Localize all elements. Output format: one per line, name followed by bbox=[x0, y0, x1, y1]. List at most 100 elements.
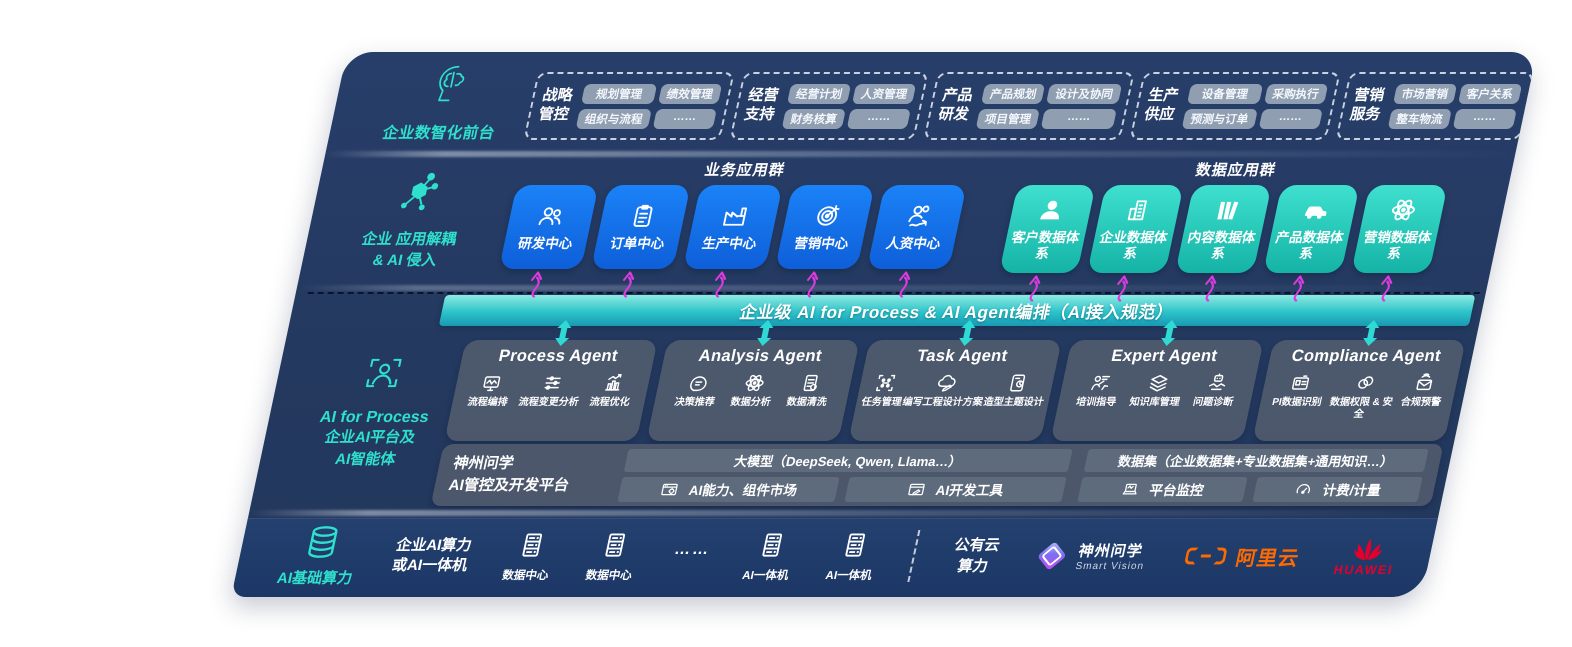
front-group-title: 战略管控 bbox=[536, 87, 575, 123]
app-decoupling-title: 企业 应用解耦 & AI 侵入 bbox=[360, 231, 459, 269]
app-box-marketing-center: 营销中心 bbox=[774, 185, 875, 269]
building-icon bbox=[1122, 196, 1156, 224]
monitor-wave-icon bbox=[478, 372, 505, 394]
app-box-column: 客户数据体系 bbox=[993, 185, 1096, 302]
sliders-icon bbox=[539, 372, 566, 394]
agent-capability: 培训指导 bbox=[1075, 372, 1123, 409]
platform-monitor-cell: 平台监控 bbox=[1077, 476, 1248, 502]
front-group-supply: 生产供应 设备管理 采购执行 预测与订单 …… bbox=[1129, 72, 1341, 140]
curved-arrow-icon bbox=[524, 268, 550, 298]
front-group-title: 营销服务 bbox=[1348, 87, 1387, 123]
data-box-content: 内容数据体系 bbox=[1175, 185, 1272, 273]
ai-capability-market-cell: AI能力、组件市场 bbox=[617, 476, 840, 502]
data-box-marketing: 营销数据体系 bbox=[1351, 185, 1448, 273]
front-pill: …… bbox=[1040, 108, 1117, 129]
front-pill: 设计及协同 bbox=[1046, 83, 1123, 104]
front-pill: 市场营销 bbox=[1392, 83, 1458, 104]
updown-arrow-icon bbox=[754, 320, 778, 346]
front-office-groups: 战略管控 规划管理 绩效管理 组织与流程 …… 经营支持 经营计划 人资管理 财… bbox=[523, 72, 1535, 140]
curved-arrow-icon bbox=[1022, 272, 1048, 302]
aliyun-bracket-icon bbox=[1181, 546, 1229, 566]
data-box-product: 产品数据体系 bbox=[1263, 185, 1360, 273]
updown-arrow-icon bbox=[1360, 320, 1384, 346]
id-card-icon bbox=[1288, 372, 1315, 394]
server-icon bbox=[754, 530, 790, 560]
datacenter-node: 数据中心 bbox=[584, 530, 641, 583]
data-app-group: 数据应用群 客户数据体系 企业数据体系 内容数据体系 bbox=[994, 156, 1453, 302]
front-pill: 经营计划 bbox=[787, 83, 852, 104]
teach-icon bbox=[1087, 372, 1114, 394]
people-icon bbox=[534, 202, 568, 230]
front-office-label: 企业数智化前台 bbox=[362, 62, 529, 143]
app-box-column: 内容数据体系 bbox=[1169, 185, 1272, 302]
front-pill: 客户关系 bbox=[1457, 83, 1523, 104]
app-box-column: 营销中心 bbox=[769, 185, 875, 298]
aliyun-logo: 阿里云 bbox=[1180, 542, 1302, 571]
app-box-production-center: 生产中心 bbox=[682, 185, 783, 269]
agent-capability: 合规预警 bbox=[1400, 372, 1448, 409]
ai-dev-platform-box: 神州问学 AI管控及开发平台 大模型（DeepSeek, Qwen, Llama… bbox=[430, 444, 1444, 506]
server-icon bbox=[837, 530, 873, 560]
people-flow-icon bbox=[902, 202, 936, 230]
app-box-rd-center: 研发中心 bbox=[498, 185, 599, 269]
atom-icon bbox=[1386, 196, 1420, 224]
front-pill: 产品规划 bbox=[981, 83, 1046, 104]
front-pill: 设备管理 bbox=[1187, 83, 1263, 104]
agent-capability: 造型主题设计 bbox=[982, 372, 1050, 409]
front-pill: 绩效管理 bbox=[657, 83, 723, 104]
ai-appliance-node: AI一体机 bbox=[741, 530, 798, 583]
agent-capability: 流程变更分析 bbox=[517, 372, 585, 409]
atom-icon bbox=[741, 372, 768, 394]
agent-capability: 数据分析 bbox=[729, 372, 777, 409]
updown-arrow-icon bbox=[1158, 320, 1182, 346]
datacenter-node: 数据中心 bbox=[501, 530, 558, 583]
gauge-icon bbox=[1292, 480, 1315, 499]
agent-capability: 问题诊断 bbox=[1192, 372, 1240, 409]
database-icon bbox=[301, 524, 345, 560]
ellipsis-label: …… bbox=[672, 541, 713, 558]
front-group-marketing: 营销服务 市场营销 客户关系 整车物流 …… bbox=[1334, 72, 1535, 140]
app-box-column: 企业数据体系 bbox=[1081, 185, 1184, 302]
compliance-agent-box: Compliance Agent PI数据识别 数据权限 & 安全 合规预警 bbox=[1252, 320, 1466, 441]
app-box-column: 营销数据体系 bbox=[1345, 185, 1448, 302]
front-pill: 采购执行 bbox=[1263, 83, 1328, 104]
curved-arrow-icon bbox=[708, 268, 734, 298]
front-pill: 预测与订单 bbox=[1181, 108, 1258, 129]
person-scan-icon bbox=[358, 352, 409, 394]
front-group-operation: 经营支持 经营计划 人资管理 财务核算 …… bbox=[729, 72, 929, 140]
clipboard-icon bbox=[626, 202, 660, 230]
agent-capability: PI数据识别 bbox=[1271, 372, 1328, 409]
analysis-agent-box: Analysis Agent 决策推荐 数据分析 数据清洗 bbox=[646, 320, 860, 441]
large-model-bar: 大模型（DeepSeek, Qwen, Llama…） bbox=[624, 448, 1073, 472]
shenzhou-wenxue-logo: 神州问学 Smart Vision bbox=[1031, 539, 1150, 573]
dashed-divider bbox=[907, 530, 921, 582]
front-pill: …… bbox=[1452, 108, 1517, 129]
updown-arrow-icon bbox=[956, 320, 980, 346]
agent-capability: 数据权限 & 安全 bbox=[1325, 372, 1399, 420]
grid-scan-icon bbox=[872, 372, 899, 394]
agent-capability: 知识库管理 bbox=[1128, 372, 1186, 409]
curved-arrow-icon bbox=[800, 268, 826, 298]
cloud-pen-icon bbox=[933, 372, 960, 394]
business-group-title: 业务应用群 bbox=[702, 162, 787, 179]
digital-brain-icon bbox=[421, 62, 477, 108]
layer-edge bbox=[248, 510, 1440, 516]
ai-appliance-node: AI一体机 bbox=[824, 530, 881, 583]
target-icon bbox=[810, 202, 844, 230]
dataset-group: 数据集（企业数据集+专业数据集+通用知识…） 平台监控 计费/计量 bbox=[1077, 448, 1429, 502]
app-box-column: 人资中心 bbox=[861, 185, 967, 298]
app-box-order-center: 订单中心 bbox=[590, 185, 691, 269]
architecture-panel: 企业数智化前台 战略管控 规划管理 绩效管理 组织与流程 …… 经营支持 经营计… bbox=[231, 52, 1537, 597]
front-pill: 财务核算 bbox=[781, 108, 846, 129]
curved-arrow-icon bbox=[616, 268, 642, 298]
front-group-title: 生产供应 bbox=[1142, 87, 1181, 123]
window-pen-icon bbox=[905, 480, 928, 499]
app-box-column: 产品数据体系 bbox=[1257, 185, 1360, 302]
front-pill: 人资管理 bbox=[852, 83, 917, 104]
curved-arrow-icon bbox=[892, 268, 918, 298]
front-pill: 规划管理 bbox=[581, 83, 658, 104]
car-icon bbox=[1298, 196, 1332, 224]
updown-arrow-icon bbox=[552, 320, 576, 346]
curved-arrow-icon bbox=[1286, 272, 1312, 302]
platform-label: 神州问学 AI管控及开发平台 bbox=[447, 455, 571, 494]
